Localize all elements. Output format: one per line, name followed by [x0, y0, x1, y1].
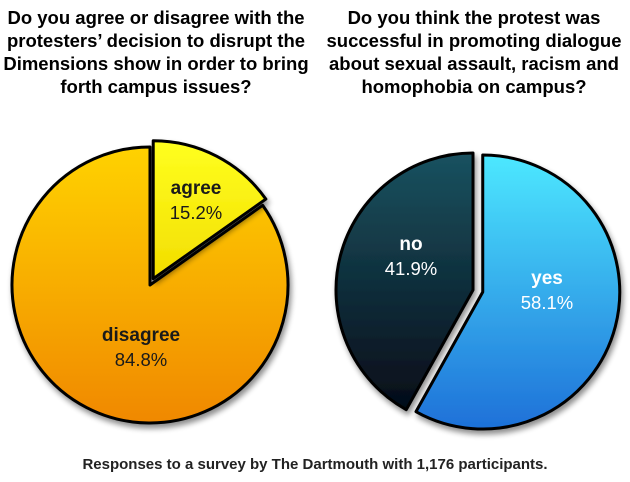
slice-no	[334, 151, 475, 412]
slice-yes	[414, 153, 622, 431]
data-value-disagree: 84.8%	[115, 349, 167, 370]
data-label-no: no	[399, 234, 422, 255]
data-label-yes: yes	[531, 268, 563, 289]
pie-chart-agree-disagree: agree 15.2% disagree 84.8%	[10, 139, 290, 425]
slice-disagree	[10, 145, 290, 425]
slice-agree	[151, 139, 268, 281]
chart2-question-title: Do you think the protest was successful …	[326, 7, 622, 97]
data-value-agree: 15.2%	[170, 202, 222, 223]
data-value-yes: 58.1%	[521, 292, 573, 313]
pie-chart-yes-no: no 41.9% yes 58.1%	[334, 151, 622, 431]
data-value-no: 41.9%	[385, 258, 437, 279]
data-label-agree: agree	[171, 178, 222, 199]
chart1-question-title: Do you agree or disagree with the protes…	[3, 7, 309, 97]
footnote: Responses to a survey by The Dartmouth w…	[82, 456, 548, 473]
data-label-disagree: disagree	[102, 325, 180, 346]
